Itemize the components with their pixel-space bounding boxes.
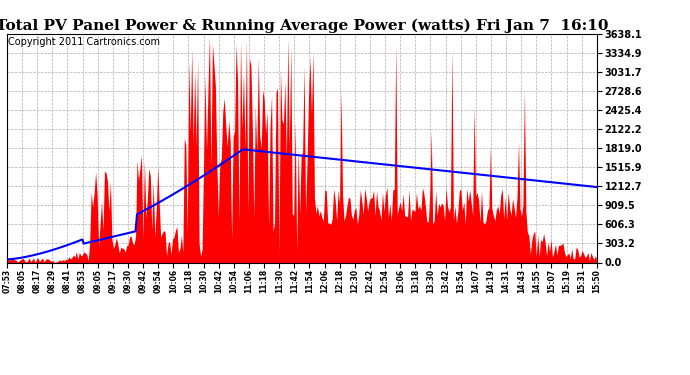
- Text: Copyright 2011 Cartronics.com: Copyright 2011 Cartronics.com: [8, 37, 160, 47]
- Title: Total PV Panel Power & Running Average Power (watts) Fri Jan 7  16:10: Total PV Panel Power & Running Average P…: [0, 18, 608, 33]
